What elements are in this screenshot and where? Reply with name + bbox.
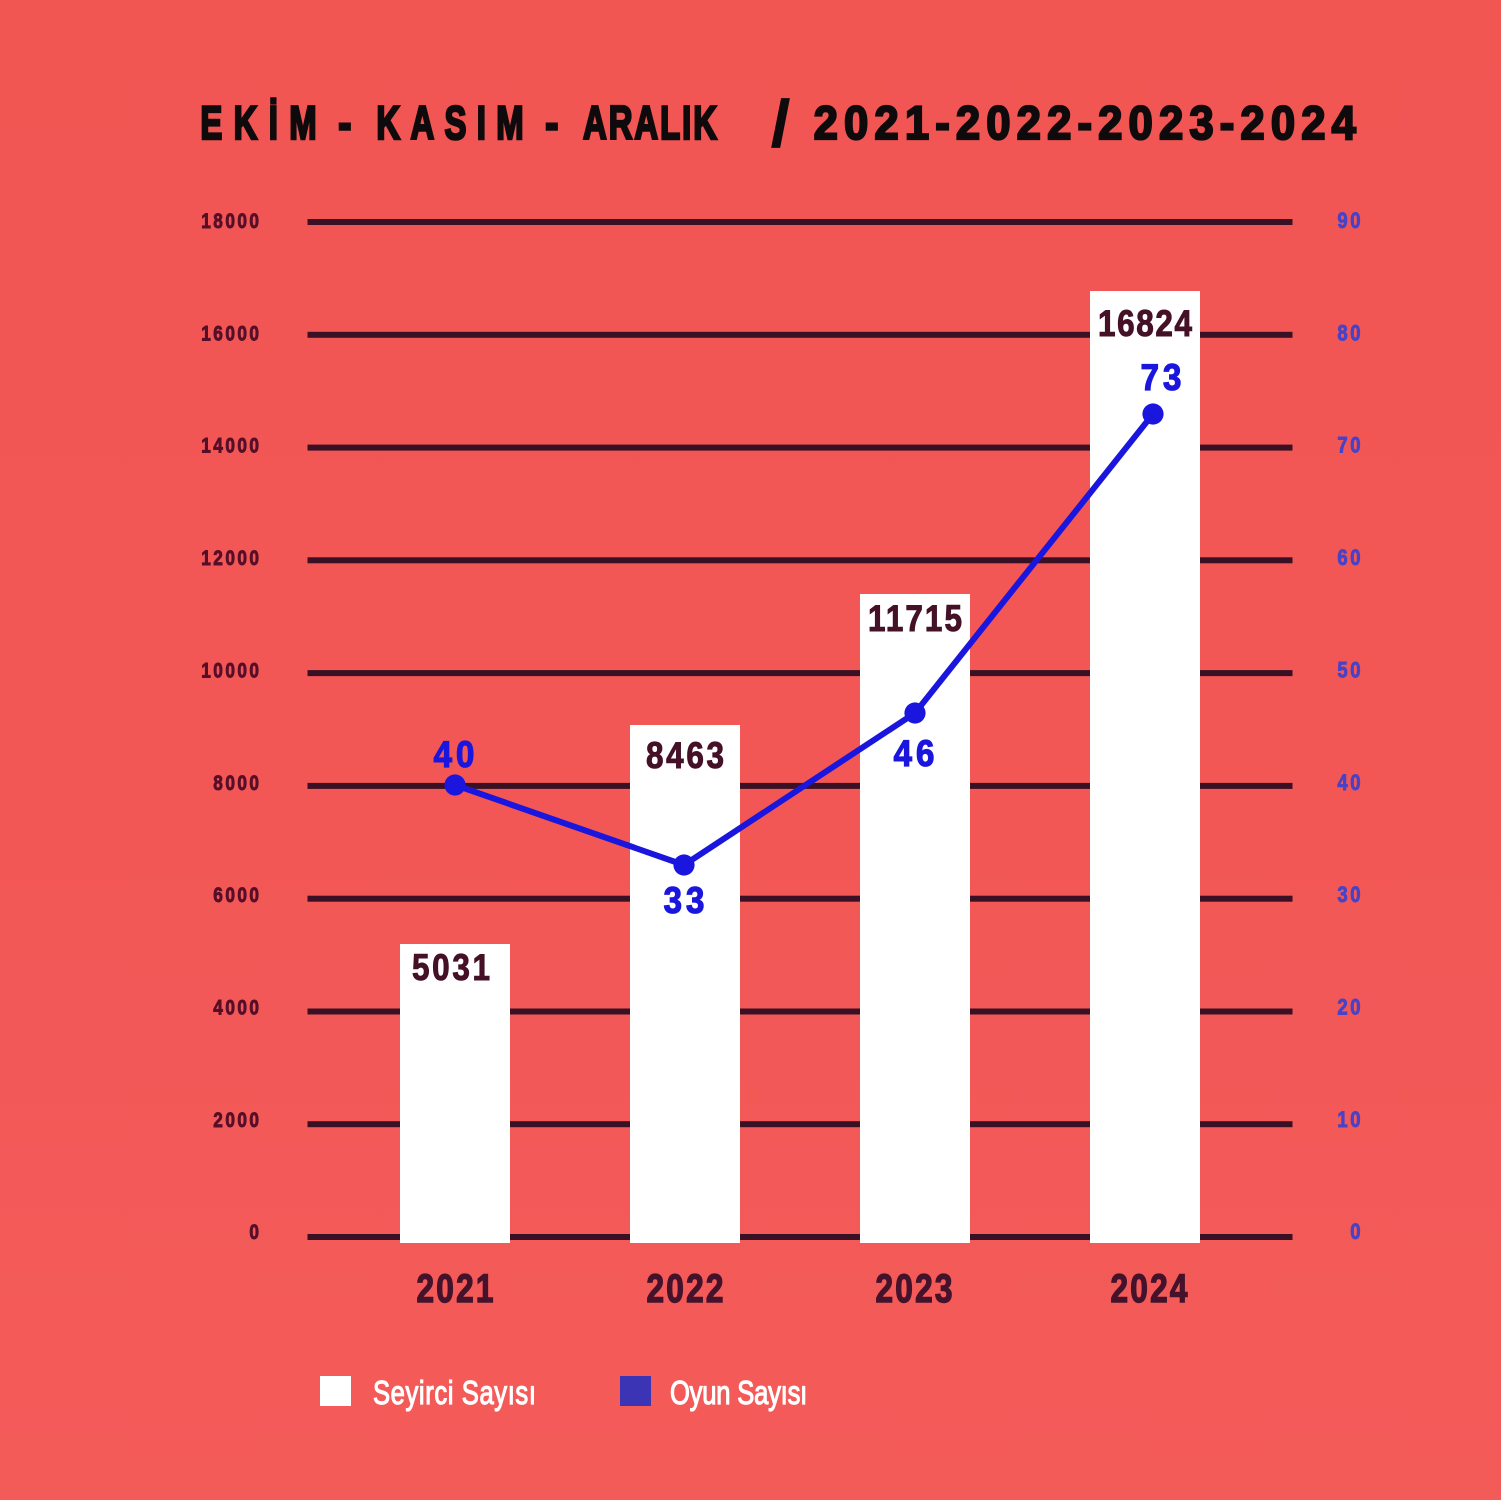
svg-text:-: - (545, 98, 558, 150)
svg-text:4000: 4000 (213, 997, 261, 1020)
svg-text:0: 0 (1350, 1221, 1363, 1245)
svg-text:10000: 10000 (201, 660, 261, 683)
svg-text:Oyun Sayısı: Oyun Sayısı (670, 1375, 807, 1412)
svg-text:8000: 8000 (213, 772, 261, 795)
svg-text:12000: 12000 (201, 548, 261, 571)
svg-text:/: / (771, 88, 790, 162)
svg-text:KASIM: KASIM (376, 96, 534, 149)
svg-text:73: 73 (1141, 357, 1186, 398)
svg-text:40: 40 (1337, 771, 1363, 795)
svg-text:40: 40 (434, 734, 479, 775)
svg-text:2024: 2024 (1111, 1267, 1190, 1311)
svg-text:50: 50 (1337, 659, 1363, 683)
svg-text:14000: 14000 (201, 435, 261, 458)
svg-text:11715: 11715 (868, 599, 964, 640)
svg-text:EKİM: EKİM (200, 96, 328, 149)
svg-text:2000: 2000 (213, 1109, 261, 1132)
svg-text:Seyirci Sayısı: Seyirci Sayısı (373, 1375, 537, 1412)
svg-text:2021: 2021 (417, 1267, 496, 1311)
svg-text:90: 90 (1337, 210, 1363, 234)
svg-text:8463: 8463 (646, 736, 727, 777)
svg-text:46: 46 (894, 733, 939, 774)
svg-text:-: - (338, 98, 351, 150)
svg-text:2022: 2022 (647, 1267, 726, 1311)
svg-text:70: 70 (1337, 434, 1363, 458)
svg-text:ARALIK: ARALIK (583, 96, 719, 149)
svg-text:16824: 16824 (1098, 304, 1194, 345)
svg-text:80: 80 (1337, 322, 1363, 346)
svg-text:30: 30 (1337, 884, 1363, 908)
svg-text:6000: 6000 (213, 885, 261, 908)
svg-text:20: 20 (1337, 996, 1363, 1020)
svg-text:0: 0 (249, 1222, 261, 1245)
svg-text:60: 60 (1337, 547, 1363, 571)
svg-text:5031: 5031 (412, 948, 493, 989)
svg-text:10: 10 (1337, 1108, 1363, 1132)
svg-text:16000: 16000 (201, 323, 261, 346)
svg-text:2023: 2023 (876, 1267, 955, 1311)
svg-text:18000: 18000 (201, 211, 261, 234)
svg-text:2021-2022-2023-2024: 2021-2022-2023-2024 (814, 97, 1362, 150)
svg-text:33: 33 (664, 880, 709, 921)
